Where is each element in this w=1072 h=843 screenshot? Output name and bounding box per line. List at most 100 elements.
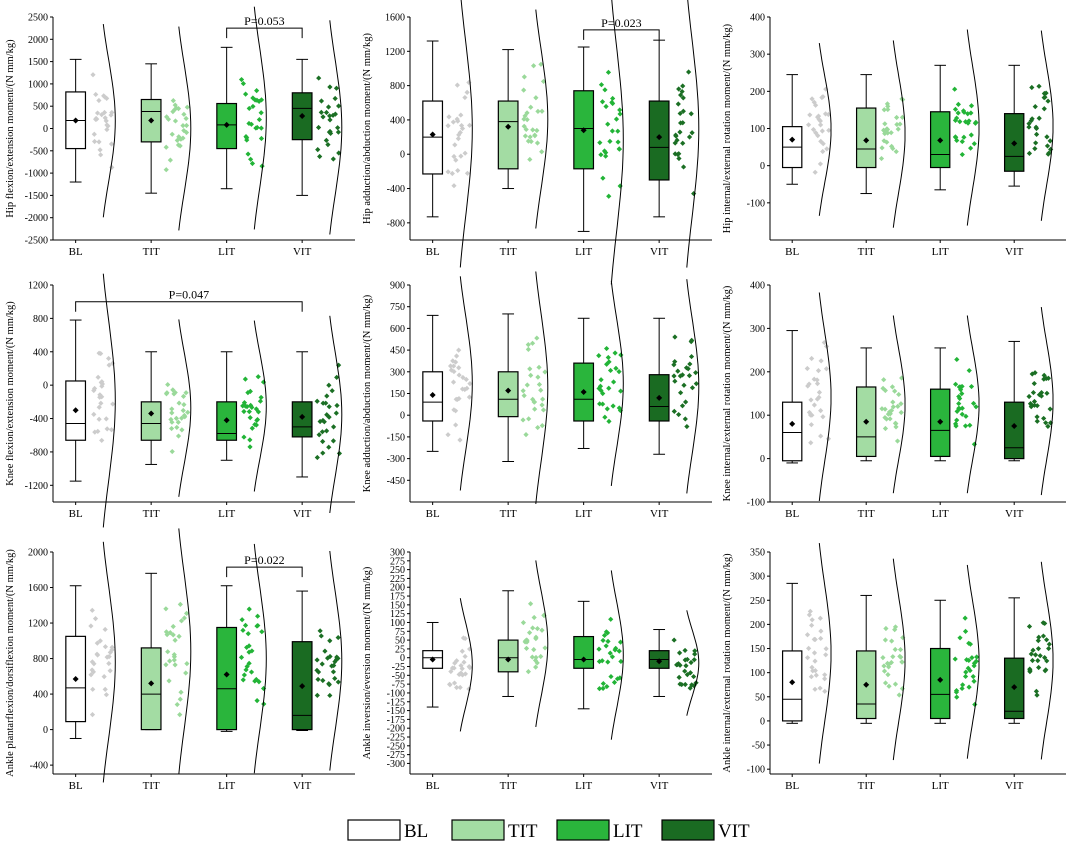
point-LIT	[598, 387, 604, 394]
mean-TIT	[148, 680, 155, 687]
point-TIT	[181, 412, 188, 419]
point-BL	[812, 658, 818, 664]
point-TIT	[882, 425, 889, 432]
mean-VIT	[299, 683, 306, 690]
point-BL	[461, 659, 467, 665]
point-TIT	[894, 121, 900, 128]
point-TIT	[183, 610, 190, 616]
point-LIT	[247, 437, 253, 443]
point-TIT	[171, 654, 177, 660]
point-LIT	[596, 646, 602, 652]
point-TIT	[886, 664, 892, 670]
point-VIT	[684, 656, 690, 663]
y-tick-label: 300	[390, 367, 405, 378]
y-axis-label: Hip adduction/abduction moment/(N mm/kg)	[362, 32, 373, 224]
point-BL	[454, 684, 460, 691]
point-TIT	[170, 98, 176, 104]
point-TIT	[163, 606, 169, 612]
point-BL	[89, 607, 95, 613]
point-BL	[89, 659, 95, 665]
point-TIT	[164, 632, 170, 638]
point-VIT	[1041, 415, 1047, 422]
point-BL	[811, 376, 817, 382]
point-VIT	[689, 385, 696, 391]
y-tick-label: -175	[387, 715, 405, 726]
x-tick-label: BL	[426, 780, 440, 792]
point-TIT	[183, 115, 189, 122]
point-LIT	[962, 423, 969, 429]
significance-label: P=0.023	[601, 16, 641, 30]
point-BL	[462, 150, 468, 156]
point-VIT	[1042, 655, 1048, 661]
legend-label-TIT: TIT	[508, 821, 538, 842]
point-VIT	[676, 411, 682, 418]
point-BL	[99, 383, 105, 389]
point-BL	[814, 381, 821, 387]
mean-TIT	[505, 123, 512, 130]
point-VIT	[335, 634, 341, 641]
point-LIT	[615, 128, 621, 134]
point-TIT	[169, 448, 175, 455]
density-curve-TIT	[178, 26, 192, 231]
point-BL	[95, 428, 101, 434]
point-BL	[462, 635, 468, 642]
point-TIT	[886, 683, 892, 689]
y-tick-label: -2500	[25, 236, 48, 247]
point-BL	[94, 110, 101, 116]
point-TIT	[879, 406, 885, 412]
point-LIT	[617, 183, 623, 189]
point-TIT	[539, 149, 545, 155]
point-TIT	[520, 388, 526, 394]
x-tick-label: BL	[785, 508, 799, 520]
mean-TIT	[148, 410, 155, 417]
point-LIT	[965, 120, 971, 126]
point-VIT	[320, 438, 326, 445]
point-BL	[453, 396, 459, 402]
mean-BL	[789, 679, 796, 686]
point-TIT	[890, 145, 896, 152]
y-tick-label: -100	[747, 498, 765, 509]
point-BL	[456, 347, 462, 353]
point-BL	[823, 652, 829, 658]
point-VIT	[1033, 124, 1039, 130]
point-TIT	[175, 419, 181, 425]
point-TIT	[885, 103, 891, 110]
point-VIT	[1031, 380, 1037, 387]
point-BL	[808, 440, 814, 446]
point-TIT	[163, 144, 169, 150]
y-tick-label: 0	[760, 716, 765, 727]
point-TIT	[899, 686, 906, 692]
point-BL	[450, 119, 456, 125]
point-VIT	[1029, 116, 1035, 122]
point-LIT	[242, 403, 249, 409]
point-LIT	[609, 654, 615, 660]
point-LIT	[961, 134, 967, 140]
point-LIT	[246, 649, 252, 655]
point-LIT	[598, 152, 604, 158]
density-curve-BL	[102, 273, 116, 528]
point-VIT	[319, 661, 325, 667]
point-BL	[815, 133, 821, 139]
point-BL	[458, 662, 464, 669]
y-tick-label: 100	[750, 668, 765, 679]
point-TIT	[167, 157, 173, 163]
panel-5: -450 -300 -150 0 150 300 450 600 750 900 Knee addu…	[362, 271, 712, 520]
point-TIT	[177, 696, 183, 702]
point-VIT	[327, 84, 333, 90]
point-LIT	[255, 409, 262, 415]
point-LIT	[968, 383, 975, 390]
point-VIT	[326, 404, 332, 410]
point-TIT	[892, 624, 899, 630]
point-TIT	[893, 424, 899, 430]
point-LIT	[261, 701, 267, 707]
point-VIT	[1044, 390, 1050, 396]
point-LIT	[952, 656, 958, 662]
mean-LIT	[223, 671, 230, 678]
point-TIT	[882, 121, 888, 127]
point-LIT	[250, 103, 256, 110]
y-tick-label: 450	[390, 346, 405, 357]
point-BL	[106, 660, 112, 667]
point-VIT	[693, 381, 699, 387]
point-VIT	[689, 130, 695, 136]
point-TIT	[878, 155, 885, 162]
